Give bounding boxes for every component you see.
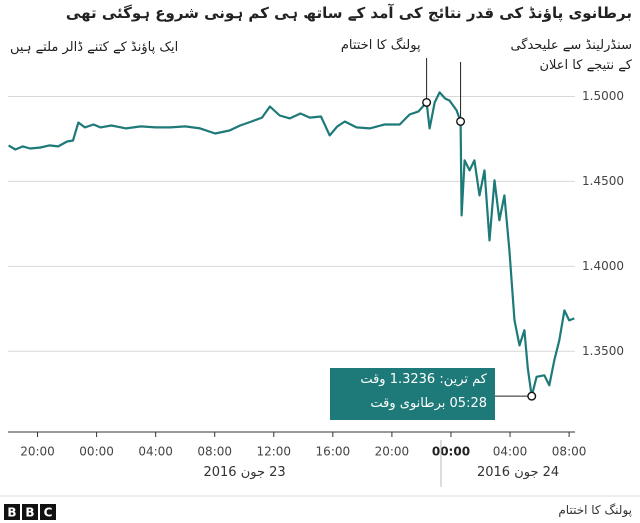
logo-letter: B: [7, 506, 16, 520]
footer-source: پولنگ کا اختتام: [558, 503, 632, 517]
annotation-text: کم ترین: 1.3236 وقت: [360, 372, 487, 387]
logo-block: B: [22, 504, 38, 520]
y-tick-label: 1.4500: [582, 174, 624, 188]
x-tick-label: 08:00: [552, 445, 587, 459]
chart-title: برطانوی پاؤنڈ کی قدر نتائج کی آمد کے سات…: [65, 4, 632, 22]
logo-letter: C: [44, 506, 53, 520]
logo-square: [40, 504, 56, 520]
x-tick-label: 00:00: [432, 445, 470, 459]
logo-square: [22, 504, 38, 520]
logo-block: C: [40, 504, 56, 520]
annotation-text: کے نتیجے کا اعلان: [539, 58, 633, 73]
x-tick-label: 20:00: [375, 445, 410, 459]
annotation-marker: [456, 116, 466, 126]
x-tick-label: 08:00: [197, 445, 232, 459]
annotation-text: 05:28 برطانوی وقت: [370, 396, 487, 411]
logo-block: B: [4, 504, 20, 520]
annotation-marker: [422, 97, 432, 107]
y-tick-label: 1.3500: [582, 344, 624, 358]
annotation-text: پولنگ کا اختتام: [340, 38, 421, 53]
x-tick-label: 04:00: [138, 445, 173, 459]
date-label: 23 جون 2016: [203, 465, 286, 480]
x-tick-label: 16:00: [316, 445, 351, 459]
annotation-text: سنڈرلینڈ سے علیحدگی: [510, 38, 632, 53]
annotation-marker: [527, 391, 537, 401]
y-tick-label: 1.4000: [582, 259, 624, 273]
logo-square: [4, 504, 20, 520]
y-tick-label: 1.5000: [582, 89, 624, 103]
x-tick-label: 20:00: [20, 445, 55, 459]
price-line: [8, 91, 575, 398]
date-label: 24 جون 2016: [476, 465, 560, 480]
x-tick-label: 00:00: [79, 445, 114, 459]
logo-letter: B: [25, 506, 34, 520]
chart-subtitle: ایک پاؤنڈ کے کتنے ڈالر ملتے ہیں: [10, 40, 179, 55]
x-tick-label: 04:00: [493, 445, 528, 459]
x-tick-label: 12:00: [256, 445, 291, 459]
annotation-box: [330, 368, 495, 420]
